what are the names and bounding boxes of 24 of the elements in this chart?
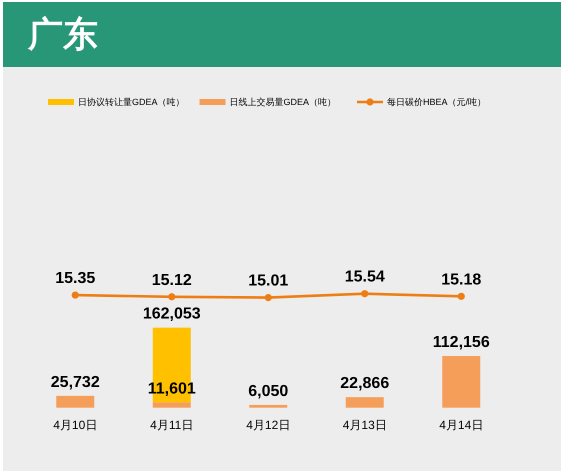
legend-label: 日线上交易量GDEA（吨） (230, 97, 336, 108)
bar (346, 397, 384, 408)
data-label: 112,156 (432, 334, 490, 352)
data-label: 15.54 (344, 268, 385, 286)
data-label: 6,050 (248, 382, 288, 400)
data-label: 15.01 (248, 272, 288, 290)
chart-title: 广东 (27, 15, 98, 54)
bar (249, 404, 288, 408)
data-label: 15.35 (55, 270, 96, 288)
data-label: 15.12 (152, 272, 192, 289)
data-label: 162,053 (142, 306, 201, 323)
bar (152, 402, 191, 408)
x-tick-label: 4月10日 (53, 418, 98, 432)
legend-label: 日协议转让量GDEA（吨） (78, 97, 185, 108)
x-tick-label: 4月14日 (439, 418, 484, 432)
x-tick-label: 4月13日 (342, 418, 387, 432)
legend-label: 每日碳价HBEA（元/吨） (386, 97, 486, 108)
bar (56, 396, 94, 408)
data-label: 22,866 (340, 375, 390, 392)
bar (442, 356, 480, 408)
data-label: 15.18 (441, 271, 482, 288)
data-label: 25,732 (50, 374, 100, 391)
x-tick-label: 4月11日 (150, 418, 194, 432)
x-tick-label: 4月12日 (246, 418, 290, 432)
